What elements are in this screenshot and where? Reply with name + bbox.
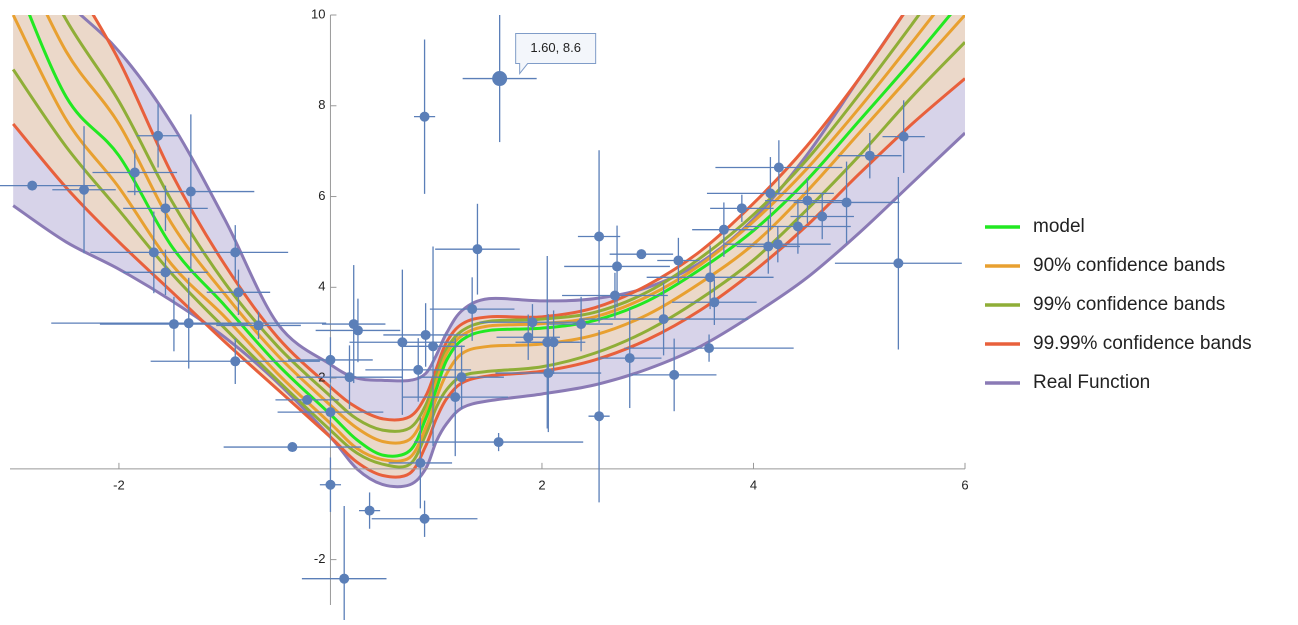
point [428, 341, 439, 352]
point [230, 356, 241, 367]
point [493, 437, 504, 448]
point [27, 180, 38, 191]
point [594, 411, 605, 422]
point [543, 368, 554, 379]
point [492, 71, 508, 87]
point [523, 332, 534, 343]
point [773, 162, 784, 173]
band-line [45, 15, 936, 445]
point [765, 188, 776, 199]
point [704, 343, 715, 354]
y-tick-label: -2 [314, 551, 326, 566]
point [658, 314, 669, 325]
point [233, 287, 244, 298]
y-tick-label: 6 [318, 188, 325, 203]
point [415, 457, 426, 468]
point [160, 267, 171, 278]
tooltip-text: 1.60, 8.6 [530, 40, 581, 55]
point [576, 319, 587, 330]
point [817, 211, 828, 222]
point [705, 272, 716, 283]
x-tick-label: 6 [961, 477, 968, 492]
band-line [12, 131, 965, 489]
point [456, 372, 467, 383]
point [325, 479, 336, 490]
point [325, 354, 336, 365]
point [636, 249, 647, 260]
point [624, 353, 635, 364]
point [792, 221, 803, 232]
legend: model 90% confidence bands 99% confidence … [985, 216, 1252, 393]
point [397, 337, 408, 348]
point [168, 319, 179, 330]
point [669, 369, 680, 380]
legend-label: model [1033, 216, 1085, 237]
legend-label: 99% confidence bands [1033, 294, 1225, 315]
x-tick-label: 2 [538, 477, 545, 492]
point [673, 255, 684, 266]
tooltip-box [515, 33, 597, 75]
point [841, 197, 852, 208]
point [419, 111, 430, 122]
point [344, 372, 355, 383]
legend-label: Real Function [1033, 372, 1150, 393]
tooltip: 1.60, 8.6 [515, 33, 597, 75]
point [612, 261, 623, 272]
band-line [91, 15, 905, 422]
point [467, 304, 478, 315]
point [898, 131, 909, 142]
y-tick-label: 4 [318, 279, 325, 294]
point [472, 244, 483, 255]
model-line [27, 15, 952, 458]
band-line [12, 77, 965, 479]
point [594, 231, 605, 242]
legend-label: 90% confidence bands [1033, 255, 1225, 276]
point [148, 247, 159, 258]
point [709, 297, 720, 308]
point [548, 337, 559, 348]
point [230, 247, 241, 258]
x-tick-label: -2 [113, 477, 125, 492]
point [339, 573, 350, 584]
point [864, 150, 875, 161]
point [450, 392, 461, 403]
point [419, 513, 430, 524]
point [153, 130, 164, 141]
point [287, 442, 298, 453]
point [183, 318, 194, 329]
legend-label: 99.99% confidence bands [1033, 333, 1252, 354]
point [79, 184, 90, 195]
point [185, 186, 196, 197]
point [364, 505, 375, 516]
y-tick-label: 10 [311, 6, 325, 21]
point [129, 167, 140, 178]
point [253, 320, 264, 331]
point [763, 241, 774, 252]
point [527, 317, 538, 328]
point [160, 203, 171, 214]
point [609, 290, 620, 301]
point [413, 364, 424, 375]
x-tick-label: 4 [750, 477, 757, 492]
point [802, 195, 813, 206]
point [736, 203, 747, 214]
point [352, 325, 363, 336]
point [325, 407, 336, 418]
point [420, 329, 431, 340]
point [893, 258, 904, 269]
point [772, 239, 783, 250]
y-tick-label: 8 [318, 97, 325, 112]
point [718, 224, 729, 235]
point [302, 394, 313, 405]
points [0, 15, 962, 625]
